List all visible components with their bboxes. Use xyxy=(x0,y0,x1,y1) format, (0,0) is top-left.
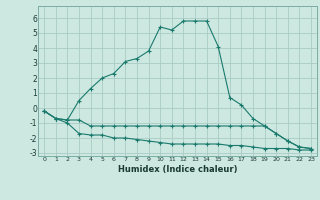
X-axis label: Humidex (Indice chaleur): Humidex (Indice chaleur) xyxy=(118,165,237,174)
